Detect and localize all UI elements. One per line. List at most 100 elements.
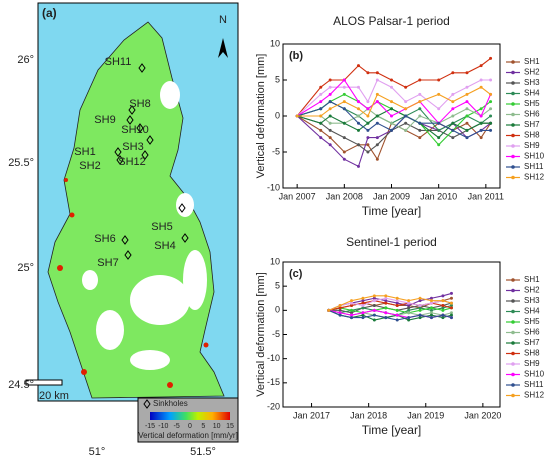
data-point [390, 100, 393, 104]
legend-label: SH11 [524, 162, 544, 171]
legend-label: SH4 [524, 89, 540, 98]
sinkhole-symbol [128, 105, 136, 115]
data-point [338, 306, 342, 310]
data-point [342, 121, 346, 125]
data-point [429, 301, 433, 305]
legend-marker [511, 278, 515, 282]
data-point [429, 313, 433, 317]
panel-label: (a) [42, 6, 57, 20]
data-point [479, 128, 483, 132]
data-point [395, 308, 399, 312]
panel-label: (c) [289, 268, 303, 280]
data-point [441, 299, 445, 303]
series-line [328, 300, 452, 311]
colorbar-tick: 15 [226, 423, 234, 430]
data-point [375, 71, 379, 75]
legend-marker [511, 341, 515, 345]
data-point [366, 150, 370, 154]
data-point [390, 78, 393, 82]
data-point [407, 318, 411, 322]
data-point [489, 121, 493, 125]
legend-label: SH5 [524, 99, 540, 108]
data-point [465, 121, 469, 125]
legend-marker [511, 362, 515, 366]
data-point [350, 311, 354, 315]
data-point [418, 121, 422, 125]
sinkhole-label: SH9 [94, 114, 115, 126]
data-point [319, 136, 323, 140]
data-point [319, 107, 323, 111]
data-point [449, 291, 453, 295]
data-point [418, 128, 422, 132]
no-data-areas [82, 81, 207, 370]
data-point [395, 313, 399, 317]
data-point [366, 121, 370, 125]
sinkhole-label: SH11 [105, 56, 132, 68]
data-point [366, 107, 370, 111]
data-point [342, 136, 346, 140]
x-tick-label: Jan 2011 [468, 191, 504, 201]
colorbar-tick: -15 [145, 423, 155, 430]
data-point [404, 114, 408, 118]
data-point [342, 100, 346, 104]
data-point [375, 92, 379, 96]
data-point [479, 107, 483, 111]
data-point [418, 313, 422, 317]
y-axis-label: Vertical deformation [mm] [255, 54, 267, 179]
data-point [479, 85, 483, 89]
data-point [465, 71, 469, 75]
lat-label: 25° [17, 262, 34, 274]
data-point [350, 299, 354, 303]
data-point [407, 308, 411, 312]
data-point [418, 136, 422, 140]
chart-title: ALOS Palsar-1 period [333, 14, 450, 28]
data-point [451, 121, 455, 125]
y-tick-label: 10 [270, 38, 280, 48]
series-line [296, 115, 491, 168]
data-point [465, 85, 469, 89]
series-line [328, 309, 452, 321]
lat-label: 25.5° [8, 157, 34, 169]
data-point [342, 150, 346, 154]
data-point [437, 92, 441, 96]
chart-title: Sentinel-1 period [346, 235, 437, 249]
sinkhole-label: SH1 [74, 146, 95, 158]
data-point [384, 299, 388, 303]
data-point [342, 78, 346, 82]
data-point [328, 100, 332, 104]
data-point [390, 121, 393, 125]
legend-marker [511, 351, 515, 356]
data-point [328, 92, 332, 96]
data-point [384, 316, 388, 320]
y-tick-label: -10 [267, 353, 280, 363]
data-point [418, 78, 422, 82]
data-point [429, 296, 433, 300]
data-point [384, 296, 388, 300]
plot-frame [282, 43, 501, 189]
data-point [418, 308, 422, 312]
data-point [319, 85, 323, 89]
legend-marker [511, 81, 515, 85]
sinkhole-symbol [178, 203, 186, 213]
data-point [361, 306, 365, 310]
series-line [296, 57, 491, 117]
data-point [342, 92, 346, 96]
legend-label: SH7 [524, 338, 540, 347]
legend-marker [511, 123, 515, 127]
data-point [449, 311, 453, 315]
sinkhole-label: SH2 [79, 160, 100, 172]
data-point [395, 304, 399, 307]
legend-label: SH11 [524, 380, 544, 389]
data-point [338, 304, 342, 307]
data-point [319, 92, 323, 96]
data-point [451, 128, 455, 132]
data-point [384, 306, 388, 310]
data-point [441, 316, 445, 320]
data-point [429, 308, 433, 312]
plot-frame [282, 261, 501, 408]
data-point [338, 313, 342, 317]
data-point [395, 296, 399, 300]
data-point [366, 114, 370, 118]
data-point [338, 308, 342, 312]
data-point [366, 71, 370, 75]
